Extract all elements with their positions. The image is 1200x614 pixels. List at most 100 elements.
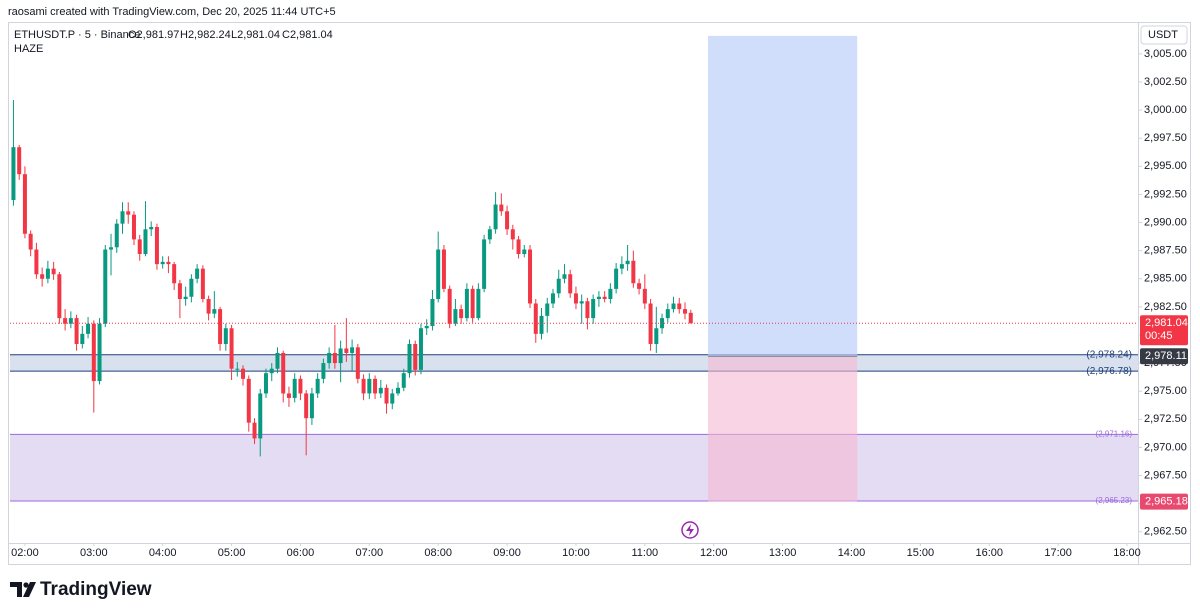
- candle-body: [430, 298, 435, 326]
- candle-body: [17, 147, 22, 175]
- x-tick-label: 02:00: [11, 547, 39, 559]
- candle-body: [315, 378, 320, 394]
- y-tick-label: 2,990.00: [1144, 216, 1187, 228]
- candle-body: [361, 378, 366, 394]
- candle-body: [637, 283, 642, 289]
- price-tag-countdown: 00:45: [1145, 330, 1173, 342]
- candle-body: [528, 249, 533, 304]
- candle-body: [648, 303, 653, 344]
- candle-body: [470, 288, 475, 319]
- position-profit: [707, 35, 858, 357]
- candle-body: [332, 352, 337, 364]
- candle-body: [602, 296, 607, 299]
- price-tag: [1140, 315, 1188, 346]
- candle-body: [246, 378, 251, 423]
- y-tick-label: 2,997.50: [1144, 132, 1187, 144]
- candle-body: [418, 328, 423, 370]
- candle-body: [327, 352, 332, 364]
- x-tick-label: 07:00: [356, 547, 384, 559]
- y-tick-label: 2,975.00: [1144, 385, 1187, 397]
- candle-body: [401, 373, 406, 388]
- x-tick-label: 15:00: [907, 547, 935, 559]
- attribution: raosami created with TradingView.com, De…: [8, 6, 336, 18]
- candle-body: [522, 249, 527, 255]
- candle-body: [424, 325, 429, 329]
- y-tick-label: 2,995.00: [1144, 160, 1187, 172]
- candle-body: [378, 387, 383, 394]
- candle-body: [510, 229, 515, 240]
- candle-body: [126, 211, 131, 215]
- y-tick-label: 3,002.50: [1144, 76, 1187, 88]
- candle-body: [137, 239, 142, 255]
- y-tick-label: 2,987.50: [1144, 245, 1187, 257]
- candle-body: [68, 318, 73, 324]
- candle-body: [499, 204, 504, 212]
- candle-body: [34, 249, 39, 275]
- x-tick-label: 13:00: [769, 547, 797, 559]
- x-tick-label: 14:00: [838, 547, 866, 559]
- candle-body: [482, 239, 487, 289]
- lightning-icon[interactable]: [681, 521, 699, 539]
- candle-body: [114, 223, 119, 248]
- candle-body: [63, 318, 68, 324]
- candle-body: [241, 368, 246, 379]
- candle-body: [51, 268, 56, 275]
- currency[interactable]: USDT: [1148, 29, 1178, 41]
- candle-body: [11, 147, 16, 201]
- y-tick-label: 2,982.50: [1144, 301, 1187, 313]
- candle-body: [579, 301, 584, 304]
- legend-open: O2,981.97: [128, 29, 179, 41]
- candle-body: [263, 373, 268, 394]
- candle-body: [120, 211, 125, 224]
- candle-body: [355, 347, 360, 379]
- candle-body: [683, 309, 688, 314]
- lightning-circle[interactable]: [681, 521, 699, 539]
- candle-body: [373, 378, 378, 394]
- candle-body: [103, 249, 108, 324]
- candle-body: [591, 298, 596, 319]
- candle-body: [367, 378, 372, 394]
- legend-high: H2,982.24: [180, 29, 231, 41]
- y-tick-label: 2,985.00: [1144, 273, 1187, 285]
- currency-box[interactable]: [1140, 25, 1188, 45]
- candle-body: [40, 274, 45, 279]
- candle-body: [269, 368, 274, 374]
- candle-body: [200, 268, 205, 299]
- chart-frame: [8, 22, 1191, 565]
- candle-body: [91, 323, 96, 382]
- candle-body: [441, 249, 446, 289]
- candle-body: [677, 303, 682, 310]
- candle-body: [298, 378, 303, 394]
- candle-body: [596, 296, 601, 299]
- candle-body: [252, 422, 257, 439]
- candle-body: [625, 260, 630, 265]
- candle-body: [585, 301, 590, 319]
- candle-body: [568, 274, 573, 294]
- candle-body: [539, 315, 544, 334]
- candle-body: [229, 328, 234, 369]
- candle-body: [453, 309, 458, 324]
- candle-body: [86, 323, 91, 334]
- lightning-bolt[interactable]: [686, 524, 694, 536]
- x-tick-label: 08:00: [424, 547, 452, 559]
- candle-body: [631, 260, 636, 284]
- y-tick-label: 2,967.50: [1144, 469, 1187, 481]
- candle-body: [505, 211, 510, 230]
- candle-body: [258, 393, 263, 439]
- candle-body: [154, 227, 159, 265]
- price-tag: [1140, 493, 1188, 510]
- logo: TradingView: [10, 579, 152, 600]
- candle-body: [218, 309, 223, 344]
- candle-body: [97, 323, 102, 382]
- x-tick-label: 16:00: [975, 547, 1003, 559]
- candle-body: [464, 288, 469, 319]
- candle-body: [614, 268, 619, 289]
- candle-body: [57, 274, 62, 319]
- y-tick-label: 3,000.00: [1144, 104, 1187, 116]
- candle-body: [660, 318, 665, 329]
- candle-body: [281, 352, 286, 394]
- plot-area: (2,978.24) (2,976.78) (2,971.16) (2,965.23): [10, 35, 1138, 505]
- candle-body: [292, 378, 297, 398]
- candle-body: [573, 293, 578, 304]
